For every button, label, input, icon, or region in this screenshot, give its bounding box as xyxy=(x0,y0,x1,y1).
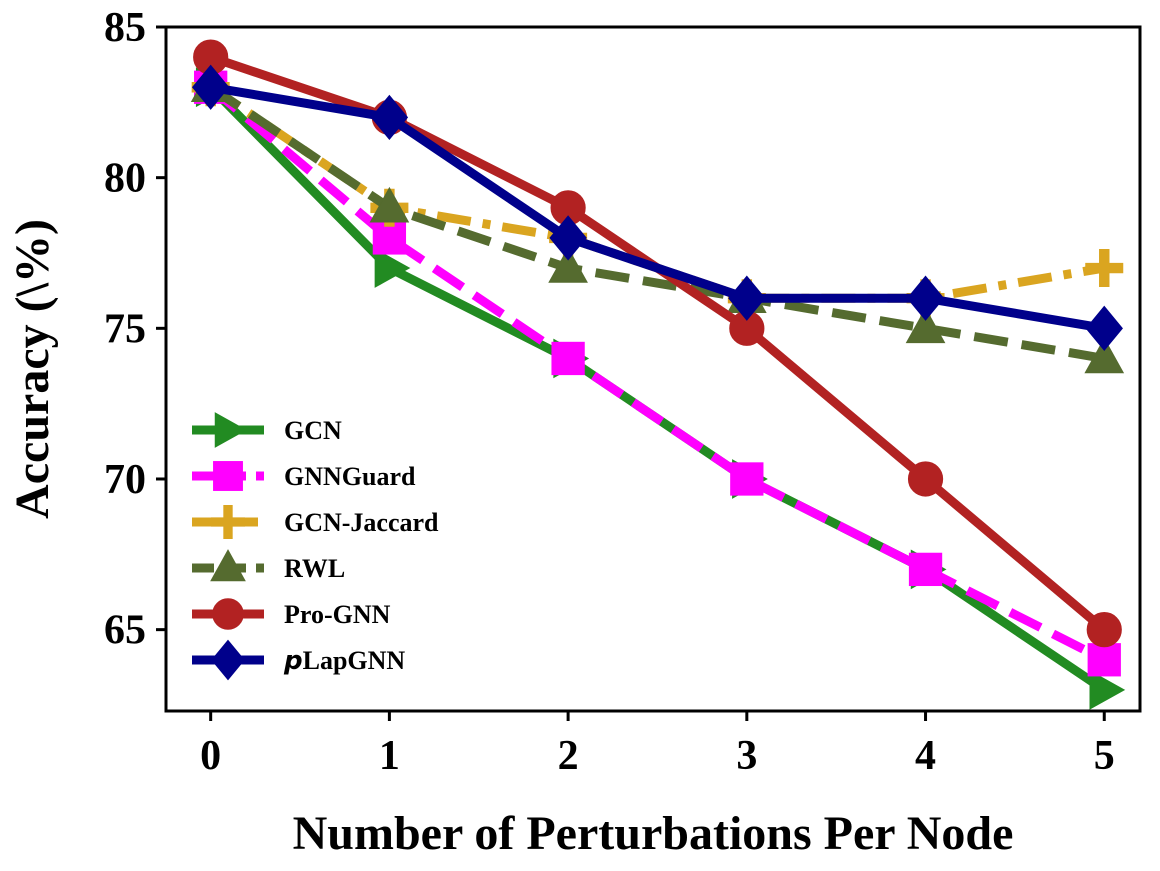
series-line-plapgnn xyxy=(209,82,1106,333)
legend-item-gnnguard: GNNGuard xyxy=(192,461,416,491)
legend-marker xyxy=(212,598,244,630)
y-axis-ticks: 65 70 75 80 85 xyxy=(104,5,166,654)
data-point-plapgnn xyxy=(906,275,945,321)
y-tick-label: 65 xyxy=(104,608,146,654)
data-point-gnnguard xyxy=(730,462,764,496)
y-axis-label: Accuracy (\%) xyxy=(6,219,59,519)
legend-item-pro-gnn: Pro-GNN xyxy=(192,598,391,630)
data-point-gnnguard xyxy=(1087,643,1121,677)
x-tick-label: 0 xyxy=(200,733,221,779)
legend-item-rwl: RWL xyxy=(192,549,345,583)
legend-label: GNNGuard xyxy=(284,462,416,491)
series-gnnguard xyxy=(194,70,1121,677)
series-line-pro-gnn xyxy=(209,52,1108,634)
data-point-rwl xyxy=(905,307,946,344)
y-tick-label: 75 xyxy=(104,306,146,352)
legend-label: Pro-GNN xyxy=(284,600,391,629)
y-tick-label: 80 xyxy=(104,156,146,202)
legend-marker xyxy=(211,505,245,539)
data-point-pro-gnn xyxy=(1086,612,1122,648)
x-tick-label: 1 xyxy=(379,733,400,779)
legend-label: GCN-Jaccard xyxy=(284,508,439,537)
y-tick-label: 85 xyxy=(104,5,146,51)
data-point-plapgnn xyxy=(1085,305,1123,351)
legend-marker xyxy=(214,412,247,448)
legend-marker xyxy=(211,639,245,681)
data-point-gcn xyxy=(1089,670,1126,710)
legend-marker xyxy=(213,461,243,491)
data-point-rwl xyxy=(1084,337,1125,374)
y-tick-label: 70 xyxy=(104,457,146,503)
data-point-gnnguard xyxy=(908,552,943,587)
data-point-rwl xyxy=(369,186,410,223)
x-tick-label: 2 xyxy=(558,733,579,779)
data-point-pro-gnn xyxy=(907,461,944,497)
x-axis-label: Number of Perturbations Per Node xyxy=(293,807,1014,860)
legend-item-plapgnn: pLapGNN xyxy=(192,639,405,681)
legend-label: GCN xyxy=(284,416,342,445)
plot-frame xyxy=(164,25,1142,713)
legend-marker xyxy=(210,549,246,582)
data-point-gcn xyxy=(374,248,411,288)
x-tick-label: 5 xyxy=(1094,733,1115,779)
data-point-rwl xyxy=(548,247,588,283)
x-tick-label: 3 xyxy=(736,733,757,779)
series-rwl xyxy=(190,66,1125,374)
data-point-plapgnn xyxy=(549,215,587,261)
legend-label: pLapGNN xyxy=(283,646,405,676)
data-point-gnnguard xyxy=(551,341,585,376)
series-line-rwl xyxy=(208,83,1106,363)
series-plapgnn xyxy=(191,64,1123,351)
series-layer xyxy=(190,39,1126,710)
x-tick-label: 4 xyxy=(915,733,936,779)
x-axis-ticks: 0 1 2 3 4 5 xyxy=(200,711,1115,779)
series-line-gnnguard xyxy=(207,83,1107,664)
data-point-plapgnn xyxy=(728,275,766,321)
legend-item-gcn: GCN xyxy=(192,412,342,448)
data-point-plapgnn xyxy=(370,94,409,141)
data-point-gcn-jaccard xyxy=(1085,249,1124,288)
legend-label: RWL xyxy=(284,554,345,583)
data-point-plapgnn xyxy=(191,64,230,110)
legend-item-gcn-jaccard: GCN-Jaccard xyxy=(192,505,439,539)
legend: GCN GNNGuard GCN-Jaccard RWL Pro-GNN pLapGNN xyxy=(192,412,439,681)
